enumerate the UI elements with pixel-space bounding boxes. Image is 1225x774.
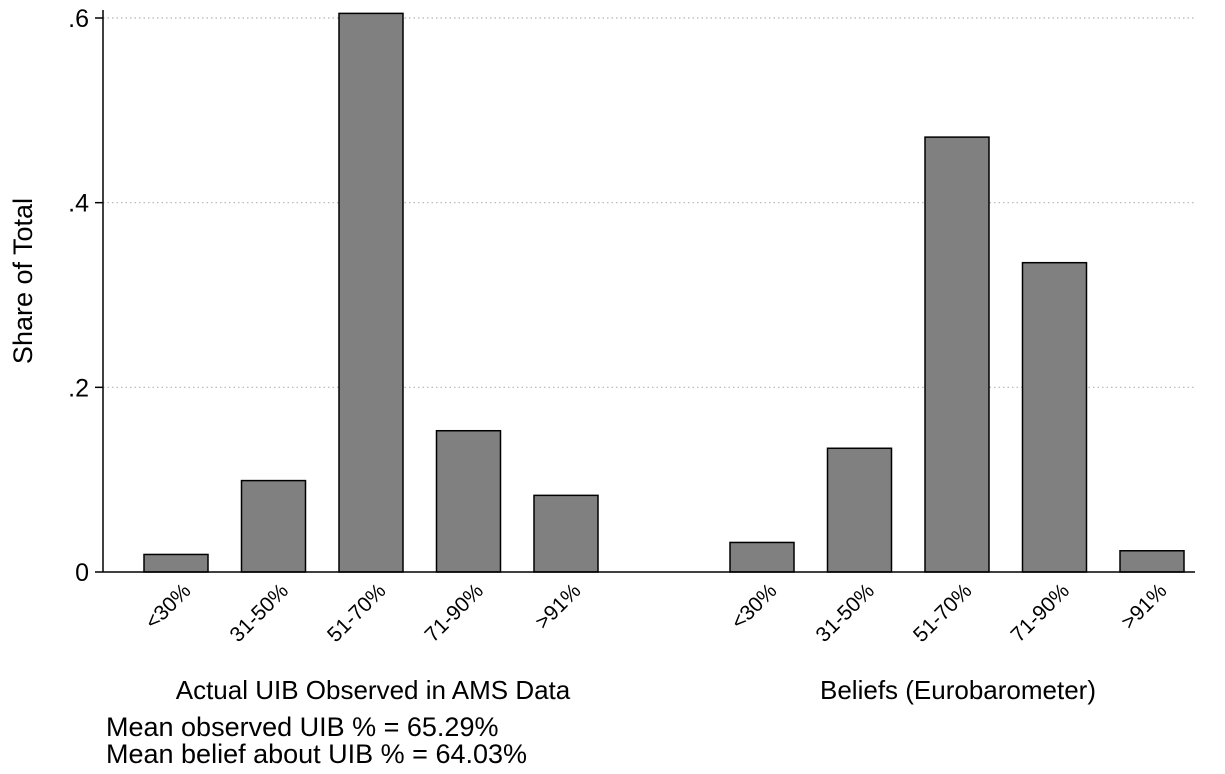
bar [143,553,209,573]
bar [924,136,990,573]
bar [435,429,502,573]
bar [1119,550,1185,573]
bars [103,12,1195,573]
x-tick-label: <30% [141,579,196,634]
bar [826,447,893,573]
group-label: Beliefs (Eurobarometer) [820,675,1096,705]
x-tick-label: <30% [727,579,782,634]
y-ticks: 0 .2 .4 .6 [68,5,103,587]
x-tick-label: 51-70% [909,579,976,646]
x-tick-label: 71-90% [1007,579,1074,646]
gridlines [103,17,1195,388]
group-labels: Actual UIB Observed in AMS Data Beliefs (… [176,675,1096,705]
bar [1021,261,1088,573]
x-ticks: <30% 31-50% 51-70% 71-90% >91% <30% 31-50% 51-7… [141,579,1172,646]
x-tick-label: 71-90% [421,579,488,646]
y-tick-label: .4 [68,190,89,218]
x-tick-label: >91% [531,579,586,634]
y-tick-label: .2 [68,374,89,402]
y-axis-label: Share of Total [8,198,38,364]
bar [729,541,795,573]
x-tick-label: 51-70% [323,579,390,646]
mean-observed-note: Mean observed UIB % = 65.29% [106,712,499,742]
group-label: Actual UIB Observed in AMS Data [176,675,571,705]
x-tick-label: >91% [1117,579,1172,634]
bar [533,494,599,573]
bar [240,479,307,573]
mean-belief-note: Mean belief about UIB % = 64.03% [106,739,528,769]
x-tick-label: 31-50% [812,579,879,646]
y-tick-label: .6 [68,5,89,33]
x-tick-label: 31-50% [226,579,293,646]
bar [338,12,404,573]
y-tick-label: 0 [75,559,89,587]
